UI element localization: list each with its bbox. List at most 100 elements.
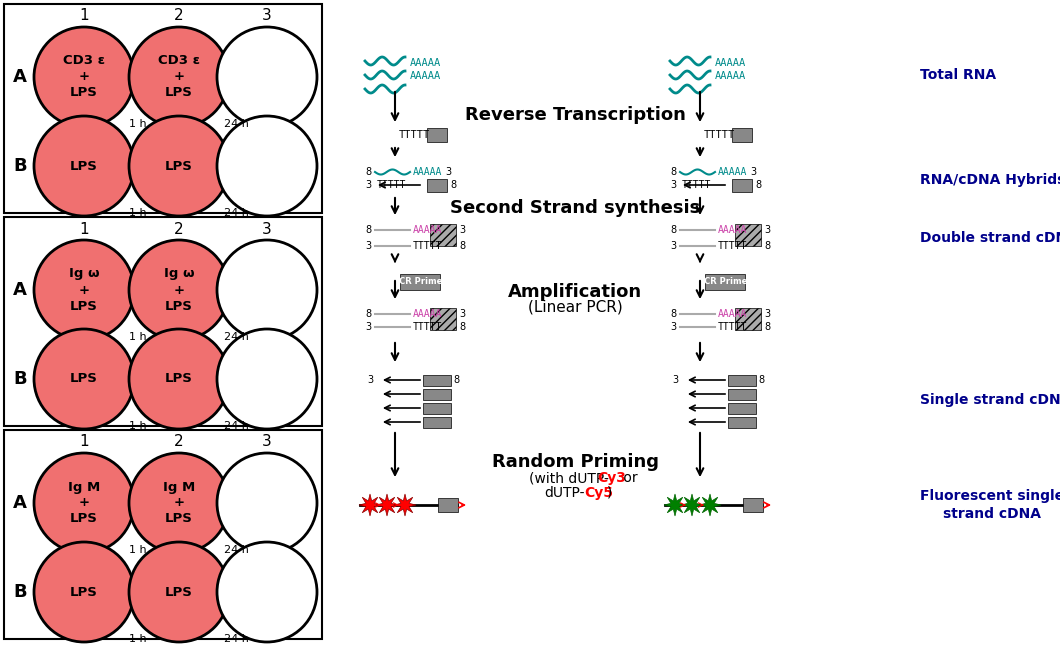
Text: AAAAA: AAAAA (413, 309, 442, 319)
Text: PCR Primer: PCR Primer (393, 277, 447, 287)
Text: TTTTT: TTTTT (718, 322, 747, 332)
Text: 3: 3 (670, 241, 676, 251)
Text: 3: 3 (262, 9, 271, 24)
Text: Total RNA: Total RNA (920, 68, 996, 82)
Text: 8: 8 (453, 375, 459, 385)
Circle shape (129, 453, 229, 553)
Text: (with dUTP-: (with dUTP- (529, 471, 608, 485)
Text: AAAAA: AAAAA (410, 71, 441, 81)
Text: Cy5: Cy5 (584, 486, 613, 500)
Text: (Linear PCR): (Linear PCR) (528, 300, 622, 314)
Text: TTTTT: TTTTT (413, 241, 442, 251)
Text: or: or (619, 471, 638, 485)
Text: 24 h: 24 h (224, 634, 249, 644)
Bar (438, 498, 458, 512)
Text: LPS: LPS (165, 159, 193, 173)
Text: 1 h: 1 h (129, 634, 146, 644)
Text: 24 h: 24 h (224, 332, 249, 342)
Text: 3: 3 (670, 322, 676, 332)
Text: 8: 8 (365, 309, 371, 319)
Text: 3: 3 (365, 322, 371, 332)
Text: 3: 3 (365, 180, 371, 190)
Bar (735, 224, 761, 246)
Text: 2: 2 (174, 434, 183, 449)
Bar (423, 403, 450, 413)
Text: 3: 3 (459, 309, 465, 319)
Text: Ig M
+
LPS: Ig M + LPS (163, 480, 195, 525)
Text: B: B (13, 157, 26, 175)
Circle shape (34, 329, 134, 429)
Text: 8: 8 (365, 225, 371, 235)
Text: 1 h: 1 h (129, 208, 146, 218)
Text: LPS: LPS (165, 586, 193, 598)
Text: Fluorescent single
strand cDNA: Fluorescent single strand cDNA (920, 489, 1060, 522)
Text: 1 h: 1 h (129, 332, 146, 342)
Circle shape (217, 542, 317, 642)
Text: A: A (13, 68, 26, 86)
Bar (735, 308, 761, 330)
Text: AAAAA: AAAAA (413, 167, 442, 177)
Polygon shape (681, 494, 703, 516)
Bar (427, 128, 447, 142)
Circle shape (129, 329, 229, 429)
Text: 3: 3 (764, 309, 771, 319)
Text: 3: 3 (445, 167, 452, 177)
Bar (423, 417, 450, 428)
Text: AAAAA: AAAAA (718, 167, 747, 177)
Bar (705, 274, 745, 290)
Text: AAAAA: AAAAA (716, 58, 746, 68)
Bar (427, 178, 447, 192)
Text: 3: 3 (670, 180, 676, 190)
Bar (430, 224, 456, 246)
Text: 8: 8 (758, 375, 764, 385)
Text: LPS: LPS (70, 159, 98, 173)
Text: 1 h: 1 h (129, 545, 146, 555)
Bar (4, 430, 322, 639)
Text: Second Strand synthesis: Second Strand synthesis (449, 199, 700, 217)
Bar (728, 375, 756, 386)
Text: AAAAA: AAAAA (410, 58, 441, 68)
Circle shape (34, 240, 134, 340)
Text: AAAAA: AAAAA (716, 71, 746, 81)
Text: Random Priming: Random Priming (492, 453, 658, 471)
Bar (430, 308, 456, 330)
Text: 24 h: 24 h (224, 119, 249, 129)
Text: 3: 3 (672, 375, 678, 385)
Text: Ig M
+
LPS: Ig M + LPS (68, 480, 100, 525)
Text: TTTTT: TTTTT (413, 322, 442, 332)
Text: 8: 8 (755, 180, 761, 190)
Text: TTTTT: TTTTT (718, 241, 747, 251)
Polygon shape (394, 494, 416, 516)
Circle shape (34, 453, 134, 553)
Circle shape (217, 329, 317, 429)
Text: B: B (13, 370, 26, 388)
Text: LPS: LPS (70, 373, 98, 386)
Text: ): ) (607, 486, 613, 500)
Circle shape (217, 116, 317, 216)
Text: Ig ω
+
LPS: Ig ω + LPS (163, 268, 194, 312)
Text: AAAAA: AAAAA (718, 225, 747, 235)
Polygon shape (376, 494, 398, 516)
Circle shape (34, 116, 134, 216)
Polygon shape (664, 494, 686, 516)
Circle shape (34, 542, 134, 642)
Circle shape (34, 27, 134, 127)
Text: 24 h: 24 h (224, 545, 249, 555)
Text: 8: 8 (764, 322, 771, 332)
Text: 3: 3 (367, 375, 373, 385)
Text: 3: 3 (750, 167, 756, 177)
Circle shape (217, 453, 317, 553)
Text: Ig ω
+
LPS: Ig ω + LPS (69, 268, 100, 312)
Text: 8: 8 (365, 167, 371, 177)
Bar (728, 403, 756, 413)
Text: Double strand cDNA: Double strand cDNA (920, 231, 1060, 245)
Bar (4, 4, 322, 213)
Bar (423, 388, 450, 400)
Text: dUTP-: dUTP- (544, 486, 584, 500)
Text: 1: 1 (80, 222, 89, 237)
Polygon shape (699, 494, 721, 516)
Text: TTTTT: TTTTT (399, 130, 430, 140)
Circle shape (129, 27, 229, 127)
Text: B: B (13, 583, 26, 601)
Text: Cy3: Cy3 (597, 471, 625, 485)
